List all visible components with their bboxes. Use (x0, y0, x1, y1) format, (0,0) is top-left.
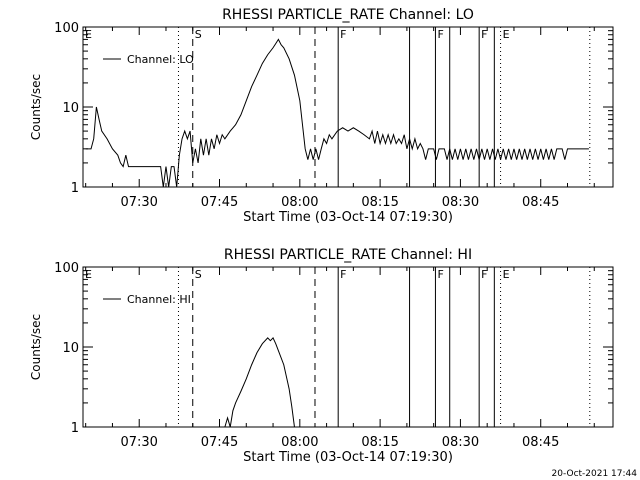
x-tick-label: 08:30 (442, 435, 479, 450)
x-tick-label: 07:30 (120, 195, 157, 210)
flag-label: F (437, 28, 443, 41)
flag-label: S (195, 268, 202, 281)
x-tick-label: 08:00 (281, 435, 318, 450)
y-tick-label: 10 (62, 101, 79, 116)
x-tick-label: 08:45 (522, 435, 559, 450)
x-tick-label: 08:15 (361, 195, 398, 210)
flag-label: E (503, 28, 510, 41)
x-tick-label: 08:30 (442, 195, 479, 210)
x-tick-label: 07:45 (201, 195, 238, 210)
x-tick-label: 08:45 (522, 195, 559, 210)
flag-label: E (85, 28, 92, 41)
footer-timestamp: 20-Oct-2021 17:44 (552, 469, 638, 479)
flag-label: F (340, 268, 346, 281)
flag-label: S (195, 28, 202, 41)
flag-label: F (437, 268, 443, 281)
flag-label: F (340, 28, 346, 41)
legend-label: Channel: LO (127, 53, 194, 66)
flag-label: E (85, 268, 92, 281)
y-tick-label: 100 (54, 261, 79, 276)
chart-title: RHESSI PARTICLE_RATE Channel: LO (222, 7, 474, 23)
plot-frame (82, 26, 614, 188)
chart-panel-hi: RHESSI PARTICLE_RATE Channel: HI Start Ti… (29, 247, 614, 465)
flag-label: E (503, 268, 510, 281)
y-tick-label: 10 (62, 341, 79, 356)
x-tick-label: 08:00 (281, 195, 318, 210)
x-tick-label: 07:30 (120, 435, 157, 450)
chart-panel-lo: RHESSI PARTICLE_RATE Channel: LO Start Ti… (29, 7, 614, 225)
y-axis-label: Counts/sec (29, 314, 43, 380)
x-tick-label: 07:45 (201, 435, 238, 450)
x-tick-label: 08:15 (361, 435, 398, 450)
chart-title: RHESSI PARTICLE_RATE Channel: HI (224, 247, 472, 263)
y-tick-label: 1 (71, 181, 79, 196)
x-axis-label: Start Time (03-Oct-14 07:19:30) (243, 450, 453, 465)
y-tick-label: 1 (71, 421, 79, 436)
plot-frame (82, 266, 614, 428)
series-line (85, 38, 589, 188)
x-axis-label: Start Time (03-Oct-14 07:19:30) (243, 210, 453, 225)
flag-label: F (481, 268, 487, 281)
y-axis-label: Counts/sec (29, 74, 43, 140)
series-line (224, 337, 295, 428)
legend-label: Channel: HI (127, 293, 191, 306)
y-tick-label: 100 (54, 21, 79, 36)
flag-label: F (481, 28, 487, 41)
